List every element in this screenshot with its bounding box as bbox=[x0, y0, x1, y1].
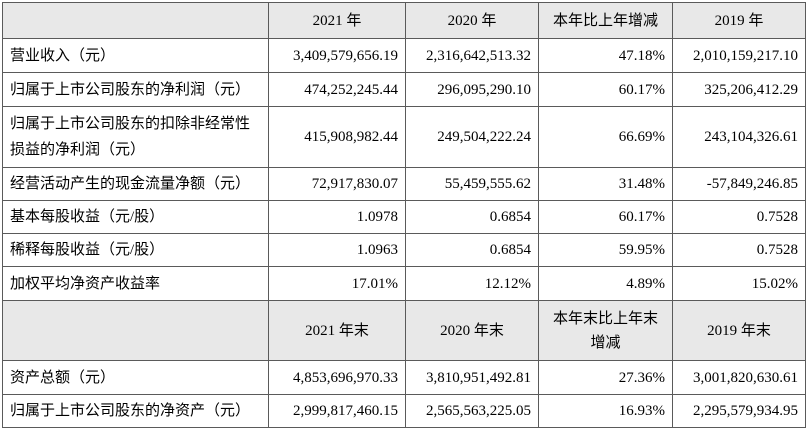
value-2019: 2,295,579,934.95 bbox=[672, 394, 806, 428]
header-line-1: 本年末比上年末 bbox=[552, 310, 658, 327]
row-net-profit-excl-nonrecurring: 归属于上市公司股东的扣除非经常性 损益的净利润（元） 415,908,982.4… bbox=[2, 106, 806, 168]
value-2020: 55,459,555.62 bbox=[405, 167, 539, 201]
row-label: 资产总额（元） bbox=[2, 360, 269, 395]
value-2019: 3,001,820,630.61 bbox=[672, 360, 806, 395]
row-net-assets-attributable: 归属于上市公司股东的净资产（元） 2,999,817,460.15 2,565,… bbox=[2, 394, 806, 428]
row-operating-revenue: 营业收入（元） 3,409,579,656.19 2,316,642,513.3… bbox=[2, 38, 806, 73]
row-net-profit-attributable: 归属于上市公司股东的净利润（元） 474,252,245.44 296,095,… bbox=[2, 72, 806, 107]
value-2019: -57,849,246.85 bbox=[672, 167, 806, 201]
row-label: 归属于上市公司股东的净利润（元） bbox=[2, 72, 269, 107]
header-row-annual: 2021 年 2020 年 本年比上年增减 2019 年 bbox=[2, 2, 806, 39]
value-2020: 2,565,563,225.05 bbox=[405, 394, 539, 428]
value-change: 31.48% bbox=[538, 167, 673, 201]
row-label: 归属于上市公司股东的扣除非经常性 损益的净利润（元） bbox=[2, 106, 269, 168]
header-row-year-end: 2021 年末 2020 年末 本年末比上年末 增减 2019 年末 bbox=[2, 300, 806, 361]
header-cell-change: 本年比上年增减 bbox=[538, 2, 673, 39]
value-change: 16.93% bbox=[538, 394, 673, 428]
value-2021: 1.0978 bbox=[268, 200, 406, 234]
value-2021: 415,908,982.44 bbox=[268, 106, 406, 168]
row-diluted-eps: 稀释每股收益（元/股） 1.0963 0.6854 59.95% 0.7528 bbox=[2, 233, 806, 267]
value-2020: 296,095,290.10 bbox=[405, 72, 539, 107]
row-label-line-1: 归属于上市公司股东的扣除非经常性 bbox=[10, 116, 251, 132]
value-change: 59.95% bbox=[538, 233, 673, 267]
row-weighted-roe: 加权平均净资产收益率 17.01% 12.12% 4.89% 15.02% bbox=[2, 266, 806, 301]
row-label: 营业收入（元） bbox=[2, 38, 269, 73]
value-2021: 1.0963 bbox=[268, 233, 406, 267]
header-cell-change-year-end: 本年末比上年末 增减 bbox=[538, 300, 673, 361]
row-label: 基本每股收益（元/股） bbox=[2, 200, 269, 234]
row-total-assets: 资产总额（元） 4,853,696,970.33 3,810,951,492.8… bbox=[2, 360, 806, 395]
value-2019: 243,104,326.61 bbox=[672, 106, 806, 168]
value-2020: 3,810,951,492.81 bbox=[405, 360, 539, 395]
value-2020: 0.6854 bbox=[405, 200, 539, 234]
row-label: 归属于上市公司股东的净资产（元） bbox=[2, 394, 269, 428]
value-2021: 4,853,696,970.33 bbox=[268, 360, 406, 395]
value-change: 66.69% bbox=[538, 106, 673, 168]
value-2019: 0.7528 bbox=[672, 200, 806, 234]
row-operating-cash-flow: 经营活动产生的现金流量净额（元） 72,917,830.07 55,459,55… bbox=[2, 167, 806, 201]
header-cell-2019: 2019 年 bbox=[672, 2, 806, 39]
value-2021: 2,999,817,460.15 bbox=[268, 394, 406, 428]
value-2019: 2,010,159,217.10 bbox=[672, 38, 806, 73]
header-cell-empty bbox=[2, 2, 269, 39]
value-change: 4.89% bbox=[538, 266, 673, 301]
value-change: 47.18% bbox=[538, 38, 673, 73]
row-label: 稀释每股收益（元/股） bbox=[2, 233, 269, 267]
row-basic-eps: 基本每股收益（元/股） 1.0978 0.6854 60.17% 0.7528 bbox=[2, 200, 806, 234]
value-2021: 3,409,579,656.19 bbox=[268, 38, 406, 73]
value-2019: 0.7528 bbox=[672, 233, 806, 267]
header-cell-2021-year-end: 2021 年末 bbox=[268, 300, 406, 361]
value-2020: 12.12% bbox=[405, 266, 539, 301]
value-2021: 17.01% bbox=[268, 266, 406, 301]
row-label-line-2: 损益的净利润（元） bbox=[10, 142, 146, 158]
value-2020: 249,504,222.24 bbox=[405, 106, 539, 168]
value-change: 27.36% bbox=[538, 360, 673, 395]
header-cell-2021: 2021 年 bbox=[268, 2, 406, 39]
header-cell-empty bbox=[2, 300, 269, 361]
header-cell-2020: 2020 年 bbox=[405, 2, 539, 39]
header-cell-2019-year-end: 2019 年末 bbox=[672, 300, 806, 361]
header-cell-2020-year-end: 2020 年末 bbox=[405, 300, 539, 361]
value-change: 60.17% bbox=[538, 72, 673, 107]
value-2019: 15.02% bbox=[672, 266, 806, 301]
value-2019: 325,206,412.29 bbox=[672, 72, 806, 107]
row-label: 加权平均净资产收益率 bbox=[2, 266, 269, 301]
row-label: 经营活动产生的现金流量净额（元） bbox=[2, 167, 269, 201]
value-2021: 474,252,245.44 bbox=[268, 72, 406, 107]
value-2020: 2,316,642,513.32 bbox=[405, 38, 539, 73]
header-line-2: 增减 bbox=[590, 334, 621, 351]
value-2020: 0.6854 bbox=[405, 233, 539, 267]
value-change: 60.17% bbox=[538, 200, 673, 234]
value-2021: 72,917,830.07 bbox=[268, 167, 406, 201]
